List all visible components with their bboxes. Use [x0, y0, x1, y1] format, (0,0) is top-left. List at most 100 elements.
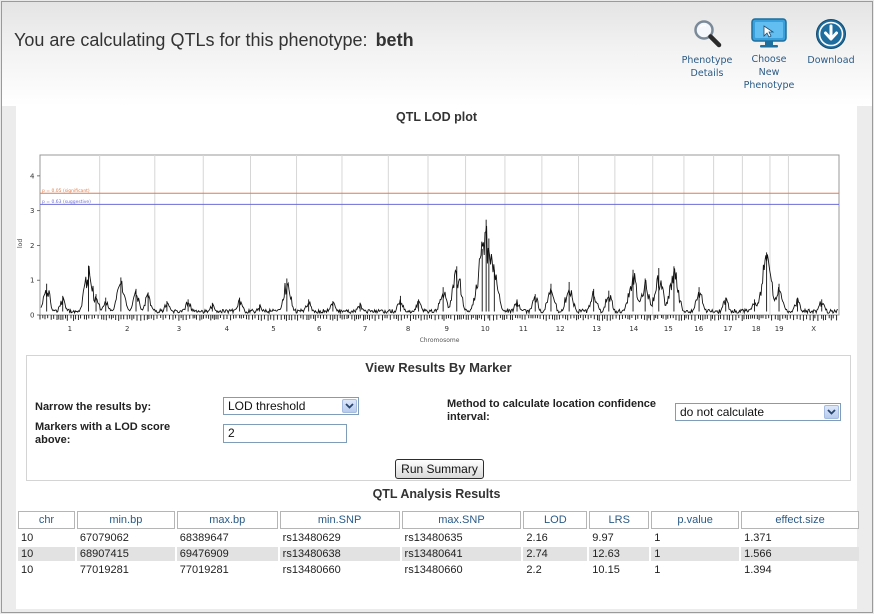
x-tick-label-chr-11: 11 — [519, 325, 528, 333]
narrow-results-value: LOD threshold — [228, 399, 306, 413]
cell-lrs: 10.15 — [592, 564, 620, 576]
column-header-effect-size[interactable]: effect.size — [741, 511, 859, 529]
table-row: 10 67079062 68389647 rs13480629 rs134806… — [18, 531, 859, 545]
x-tick-label-chr-2: 2 — [125, 325, 129, 333]
cell-effect-size: 1.394 — [744, 564, 772, 576]
plot-frame — [39, 154, 840, 316]
choose-new-phenotype-label: Choose New Phenotype — [743, 54, 795, 91]
column-header-p-value[interactable]: p.value — [651, 511, 740, 529]
y-tick-label: 0 — [30, 312, 34, 320]
cell-lod: 2.2 — [526, 564, 542, 576]
y-tick-label: 2 — [30, 242, 34, 250]
column-header-max-bp[interactable]: max.bp — [176, 511, 278, 529]
narrow-results-label: Narrow the results by: — [35, 401, 152, 413]
page-header: You are calculating QTLs for this phenot… — [2, 2, 872, 106]
lod-score-input[interactable]: 2 — [223, 424, 347, 443]
table-row: 10 77019281 77019281 rs13480660 rs134806… — [18, 563, 859, 577]
download-label: Download — [807, 55, 855, 66]
x-tick-label-chr-19: 19 — [775, 325, 784, 333]
run-summary-button[interactable]: Run Summary — [395, 459, 484, 479]
x-axis-label: Chromosome — [420, 337, 460, 344]
lod-curve — [40, 225, 839, 315]
y-tick-label: 1 — [30, 277, 34, 285]
results-header-row: chr min.bp max.bp min.SNP max.SNP LOD LR… — [18, 511, 859, 529]
download-button[interactable]: Download — [802, 18, 860, 67]
column-header-max-snp[interactable]: max.SNP — [401, 511, 522, 529]
y-tick-label: 4 — [30, 172, 35, 180]
lod-plot: p = 0.05 (significant) p = 0.63 (suggesti… — [17, 154, 840, 344]
results-title: QTL Analysis Results — [372, 487, 501, 501]
x-tick-label-chr-7: 7 — [363, 325, 367, 333]
cell-p-value: 1 — [654, 564, 661, 576]
cell-chr: 10 — [21, 564, 34, 576]
x-tick-label-chr-1: 1 — [68, 325, 72, 333]
cell-lod: 2.16 — [526, 532, 548, 544]
x-tick-label-chr-15: 15 — [664, 325, 673, 333]
y-tick-label: 3 — [30, 207, 34, 215]
x-tick-label-chr-8: 8 — [406, 325, 410, 333]
view-results-title: View Results By Marker — [365, 360, 512, 375]
cell-max-bp: 77019281 — [179, 564, 229, 576]
y-axis-label: lod — [17, 239, 24, 248]
x-tick-label-chr-16: 16 — [694, 325, 703, 333]
x-tick-label-chr-14: 14 — [629, 325, 638, 333]
table-row: 10 68907415 69476909 rs13480638 rs134806… — [18, 547, 859, 561]
cell-min-snp: rs13480660 — [282, 564, 341, 576]
column-header-min-bp[interactable]: min.bp — [76, 511, 175, 529]
narrow-results-select[interactable]: LOD threshold — [223, 397, 359, 415]
chevron-down-icon — [824, 405, 839, 419]
confidence-method-select[interactable]: do not calculate — [675, 403, 841, 421]
lod-score-label: Markers with a LOD score above: — [35, 421, 171, 446]
cell-chr: 10 — [18, 547, 75, 561]
chevron-down-icon — [342, 399, 357, 413]
cell-lrs: 9.97 — [592, 532, 614, 544]
x-tick-label-chr-17: 17 — [724, 325, 733, 333]
threshold-label: p = 0.63 (suggestive) — [42, 199, 91, 205]
cell-max-snp: rs13480635 — [404, 532, 463, 544]
cell-max-bp: 68389647 — [179, 532, 229, 544]
x-tick-label-chr-9: 9 — [445, 325, 449, 333]
results-table: chr min.bp max.bp min.SNP max.SNP LOD LR… — [16, 509, 861, 579]
confidence-method-label: Method to calculate location confidence … — [447, 398, 657, 423]
column-header-lrs[interactable]: LRS — [589, 511, 650, 529]
x-tick-label-chr-12: 12 — [556, 325, 565, 333]
cell-min-bp: 77019281 — [79, 564, 129, 576]
x-tick-label-chr-13: 13 — [592, 325, 601, 333]
cell-max-bp: 69476909 — [176, 547, 278, 561]
cell-min-bp: 68907415 — [76, 547, 175, 561]
threshold-label: p = 0.05 (significant) — [42, 188, 90, 194]
cell-max-snp: rs13480660 — [404, 564, 463, 576]
x-tick-label-chr-4: 4 — [225, 325, 230, 333]
plot-title: QTL LOD plot — [395, 110, 477, 124]
main-content: QTL LOD plot p = 0.05 (significant) p = 0… — [16, 106, 859, 609]
cell-effect-size: 1.371 — [744, 532, 772, 544]
magnifier-icon — [694, 20, 722, 48]
cell-effect-size: 1.566 — [741, 547, 859, 561]
cell-chr: 10 — [21, 532, 34, 544]
lod-plot-area: p = 0.05 (significant) p = 0.63 (suggesti… — [17, 154, 840, 344]
title-prefix: You are calculating QTLs for this phenot… — [14, 30, 368, 50]
phenotype-details-button[interactable]: Phenotype Details — [680, 18, 734, 80]
column-header-min-snp[interactable]: min.SNP — [279, 511, 400, 529]
x-tick-label-chr-6: 6 — [317, 325, 322, 333]
monitor-pointer-icon — [751, 18, 787, 48]
marker-rug — [39, 315, 838, 321]
cell-min-snp: rs13480638 — [279, 547, 400, 561]
phenotype-name: beth — [375, 30, 414, 50]
column-header-lod[interactable]: LOD — [523, 511, 588, 529]
view-results-panel: View Results By Marker Narrow the result… — [26, 355, 851, 481]
confidence-method-value: do not calculate — [680, 405, 765, 419]
cell-min-bp: 67079062 — [79, 532, 129, 544]
cell-min-snp: rs13480629 — [282, 532, 341, 544]
choose-new-phenotype-button[interactable]: Choose New Phenotype — [740, 17, 798, 92]
phenotype-details-label: Phenotype Details — [681, 55, 733, 79]
download-icon — [816, 19, 846, 49]
x-tick-label-chr-10: 10 — [481, 325, 490, 333]
x-tick-label-chr-18: 18 — [752, 325, 761, 333]
x-tick-label-chr-3: 3 — [177, 325, 181, 333]
cell-lrs: 12.63 — [589, 547, 650, 561]
cell-lod: 2.74 — [523, 547, 588, 561]
column-header-chr[interactable]: chr — [18, 511, 75, 529]
cell-p-value: 1 — [651, 547, 740, 561]
